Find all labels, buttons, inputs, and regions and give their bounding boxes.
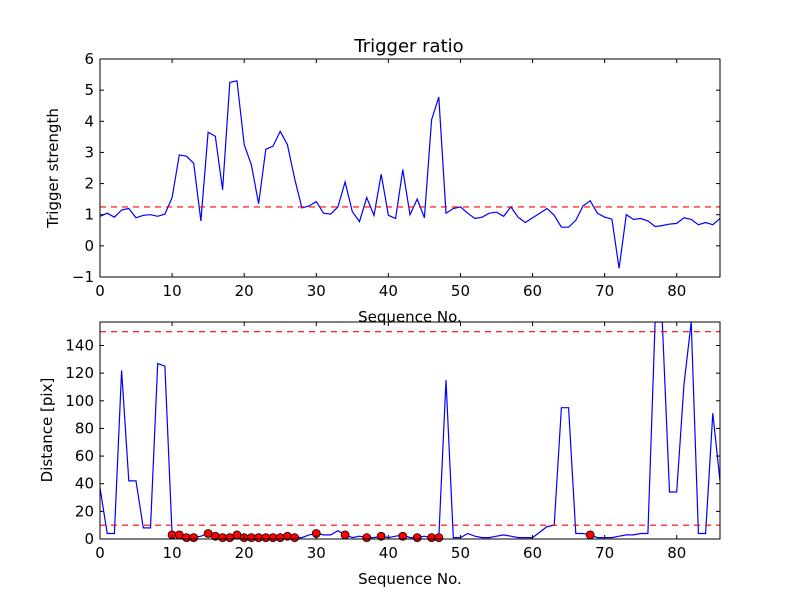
bottom-marker xyxy=(261,533,271,543)
top-y-tick-label: 2 xyxy=(84,175,94,193)
bottom-x-tick-label: 50 xyxy=(451,544,470,562)
bottom-x-axis-label: Sequence No. xyxy=(358,570,462,588)
bottom-marker xyxy=(362,533,372,543)
bottom-marker xyxy=(232,530,242,540)
bottom-marker xyxy=(225,533,235,543)
top-y-tick-label: 5 xyxy=(84,81,94,99)
distance-chart: 0 10 20 30 40 50 60 70 80 0 20 40 60 80 100 120 140 Sequ… xyxy=(38,321,721,588)
bottom-y-tick-label: 80 xyxy=(75,419,94,437)
top-y-tick-label: 0 xyxy=(84,237,94,255)
top-y-axis-label: Trigger strength xyxy=(44,108,62,229)
bottom-marker xyxy=(189,533,199,543)
top-x-tick-label: 70 xyxy=(595,282,614,300)
bottom-y-tick-label: 100 xyxy=(65,392,94,410)
bottom-marker xyxy=(427,533,437,543)
top-series-line xyxy=(100,80,720,269)
bottom-marker xyxy=(412,533,422,543)
bottom-marker xyxy=(174,530,184,540)
top-x-axis-label: Sequence No. xyxy=(358,308,462,326)
chart-title: Trigger ratio xyxy=(353,36,463,57)
bottom-y-axis-label: Distance [pix] xyxy=(38,378,56,483)
bottom-x-tick-label: 60 xyxy=(523,544,542,562)
bottom-y-tick-label: 40 xyxy=(75,475,94,493)
bottom-y-tick-label: 20 xyxy=(75,502,94,520)
top-x-tick-label: 20 xyxy=(235,282,254,300)
top-x-tick-label: 50 xyxy=(451,282,470,300)
bottom-marker xyxy=(218,533,227,543)
bottom-plot-area: 0 10 20 30 40 50 60 70 80 0 20 40 60 80 100 120 140 xyxy=(65,322,720,562)
top-y-tick-label: 3 xyxy=(84,143,94,161)
top-axes-frame xyxy=(99,58,721,278)
bottom-marker xyxy=(290,533,300,543)
top-y-tick-label: 6 xyxy=(84,50,94,68)
top-clipped xyxy=(100,80,720,269)
top-x-tick-label: 30 xyxy=(307,282,326,300)
bottom-x-tick-label: 20 xyxy=(235,544,254,562)
bottom-marker xyxy=(275,533,285,543)
top-y-tick-label: 4 xyxy=(84,112,94,130)
bottom-marker xyxy=(182,533,191,543)
bottom-x-tick-label: 10 xyxy=(163,544,182,562)
top-x-tick-label: 60 xyxy=(523,282,542,300)
bottom-x-tick-label: 30 xyxy=(307,544,326,562)
top-x-tick-label: 10 xyxy=(163,282,182,300)
bottom-marker xyxy=(254,533,264,543)
bottom-y-tick-label: 60 xyxy=(75,447,94,465)
bottom-marker xyxy=(398,531,408,541)
top-x-tick-label: 0 xyxy=(95,282,105,300)
bottom-x-tick-label: 40 xyxy=(379,544,398,562)
bottom-x-tick-label: 70 xyxy=(595,544,614,562)
bottom-marker xyxy=(203,529,213,538)
bottom-marker xyxy=(434,533,444,543)
bottom-y-tick-label: 140 xyxy=(65,336,94,354)
bottom-marker xyxy=(268,533,278,543)
bottom-marker xyxy=(376,531,386,541)
bottom-series-line xyxy=(100,322,720,539)
bottom-x-tick-label: 80 xyxy=(667,544,686,562)
bottom-x-tick-label: 0 xyxy=(95,544,105,562)
bottom-y-tick-label: 0 xyxy=(84,530,94,548)
bottom-marker xyxy=(340,530,350,540)
bottom-marker xyxy=(585,530,595,540)
bottom-y-tick-label: 120 xyxy=(65,364,94,382)
bottom-clipped xyxy=(100,322,720,539)
top-y-tick-label: −1 xyxy=(72,268,94,286)
top-x-tick-label: 80 xyxy=(667,282,686,300)
bottom-axes-frame xyxy=(99,321,721,540)
bottom-marker xyxy=(246,533,256,543)
top-x-tick-label: 40 xyxy=(379,282,398,300)
top-y-tick-label: 1 xyxy=(84,206,94,224)
